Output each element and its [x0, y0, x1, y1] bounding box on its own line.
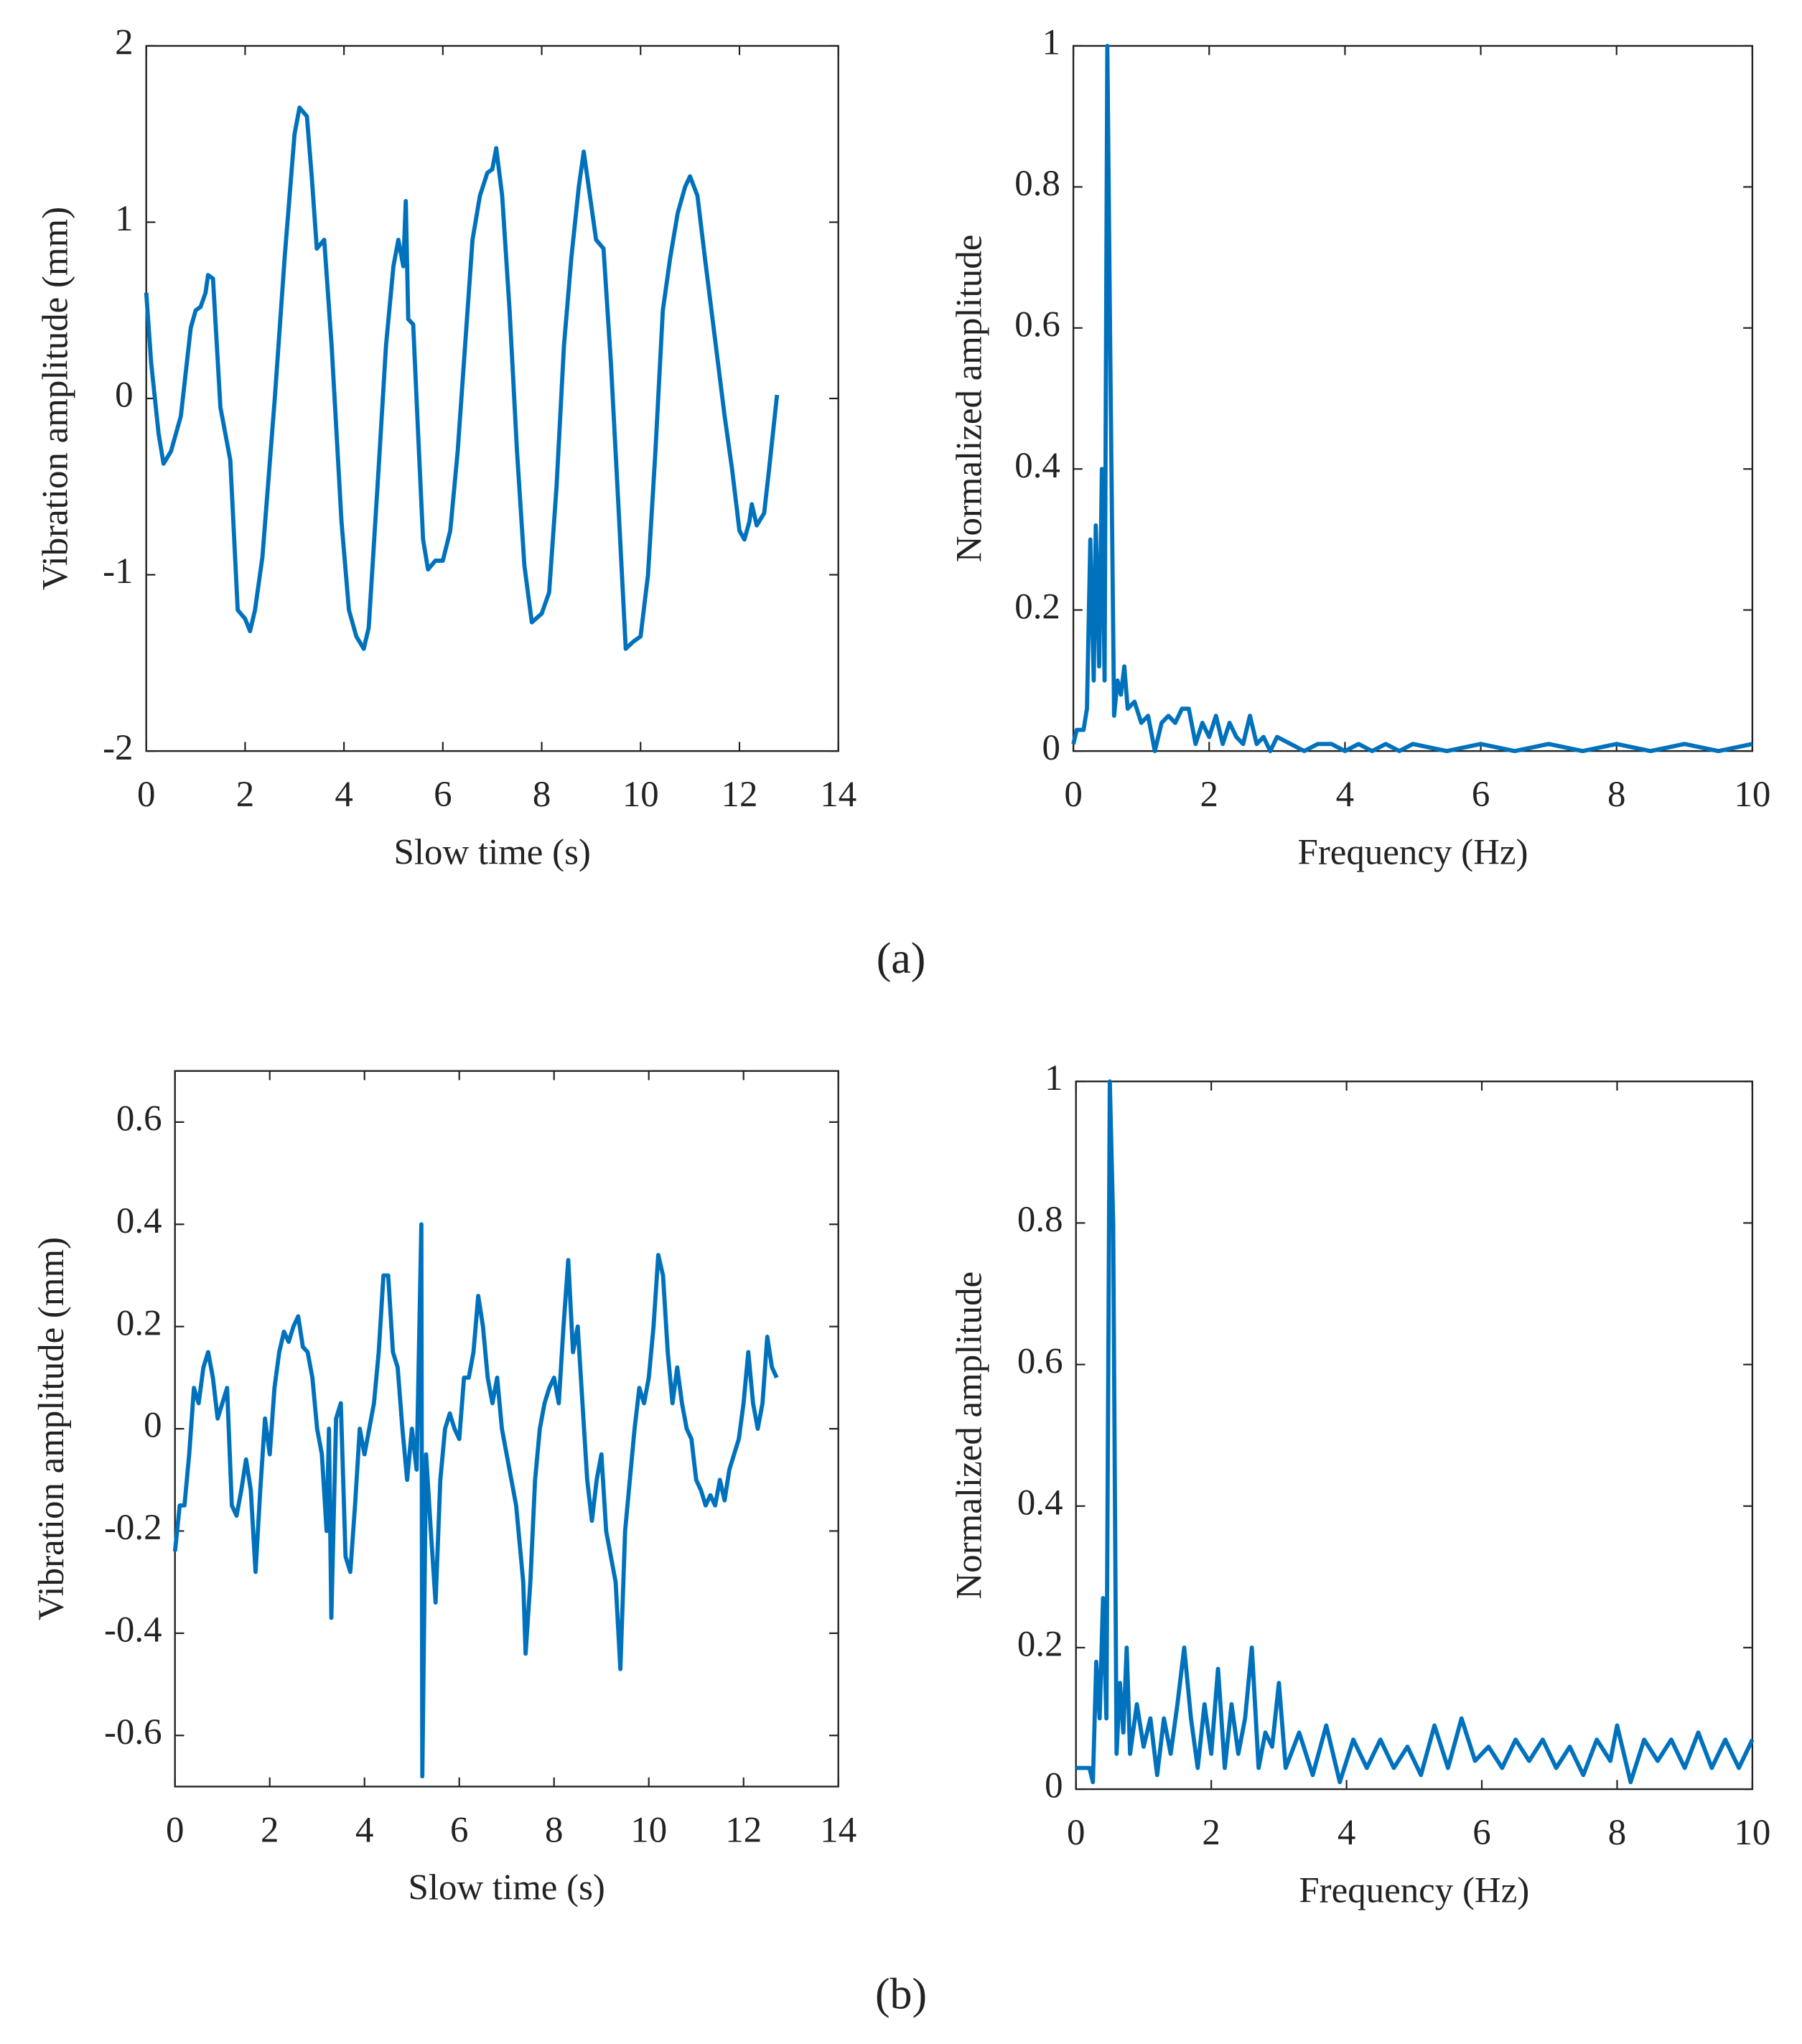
y-tick-label: 1 — [115, 199, 133, 239]
x-tick-label: 6 — [450, 1811, 468, 1851]
y-tick-label: 0.6 — [1017, 1341, 1063, 1381]
x-tick-label: 6 — [1472, 1813, 1490, 1853]
y-axis-label: Vibration amplitude (mm) — [32, 1237, 72, 1620]
x-tick-label: 2 — [1200, 775, 1218, 815]
y-tick-label: 0.4 — [116, 1201, 162, 1241]
y-axis-label: Vibration amplitude (mm) — [36, 207, 76, 590]
x-tick-label: 0 — [1064, 775, 1082, 815]
x-tick-label: 12 — [725, 1811, 762, 1851]
data-line — [1075, 1079, 1755, 1785]
x-axis-label: Frequency (Hz) — [1299, 1870, 1529, 1910]
y-tick-label: 0.6 — [1014, 304, 1060, 345]
plot-box — [1072, 45, 1754, 752]
x-tick-label: 8 — [1608, 1813, 1626, 1853]
y-tick-label: 0 — [1045, 1766, 1063, 1806]
x-tick-label: 10 — [1734, 1813, 1770, 1853]
x-tick-label: 6 — [434, 775, 452, 815]
x-tick-label: 14 — [820, 775, 856, 815]
x-tick-label: 12 — [722, 775, 758, 815]
x-tick-label: 8 — [533, 775, 551, 815]
x-tick-label: 4 — [1336, 775, 1354, 815]
y-tick-label: 0.2 — [1017, 1625, 1063, 1665]
data-line — [172, 1222, 779, 1779]
data-line — [1071, 44, 1753, 754]
y-axis-label: Normalized amplitude — [950, 235, 990, 563]
x-tick-label: 10 — [630, 1811, 667, 1851]
x-axis-label: Frequency (Hz) — [1298, 832, 1528, 872]
y-tick-label: 0 — [115, 375, 133, 416]
x-tick-label: 10 — [1734, 775, 1770, 815]
y-axis-label: Normalized amplitude — [950, 1271, 990, 1600]
x-axis-label: Slow time (s) — [409, 1868, 605, 1908]
x-tick-label: 4 — [1338, 1813, 1355, 1853]
x-tick-label: 2 — [261, 1811, 279, 1851]
y-tick-label: 0.4 — [1017, 1483, 1063, 1523]
y-tick-label: -0.6 — [104, 1712, 162, 1753]
y-tick-label: -1 — [103, 551, 133, 592]
x-tick-label: 8 — [1607, 775, 1625, 815]
x-tick-label: 14 — [820, 1811, 856, 1851]
y-tick-label: -2 — [103, 728, 133, 768]
y-tick-label: -0.4 — [104, 1610, 162, 1651]
x-tick-label: 4 — [355, 1811, 373, 1851]
x-tick-label: 2 — [1202, 1813, 1220, 1853]
y-tick-label: 0.4 — [1014, 446, 1060, 486]
x-tick-label: 4 — [335, 775, 353, 815]
x-tick-label: 2 — [236, 775, 254, 815]
y-tick-label: 1 — [1042, 23, 1060, 63]
y-tick-label: 2 — [115, 23, 133, 63]
plot-box — [1075, 1081, 1754, 1791]
y-tick-label: 0 — [1042, 728, 1060, 768]
x-tick-label: 0 — [1067, 1813, 1085, 1853]
x-axis-label: Slow time (s) — [394, 832, 591, 872]
data-line — [144, 105, 780, 651]
x-tick-label: 6 — [1472, 775, 1490, 815]
y-tick-label: -0.2 — [104, 1508, 162, 1548]
y-tick-label: 0 — [144, 1406, 162, 1446]
y-tick-label: 0.8 — [1017, 1200, 1063, 1240]
plot-box — [145, 45, 839, 752]
y-tick-label: 1 — [1045, 1058, 1063, 1098]
y-tick-label: 0.2 — [116, 1303, 162, 1343]
panel-caption: (a) — [877, 934, 926, 983]
y-tick-label: 0.8 — [1014, 164, 1060, 204]
x-tick-label: 0 — [166, 1811, 184, 1851]
y-tick-label: 0.6 — [116, 1099, 162, 1139]
x-tick-label: 0 — [137, 775, 155, 815]
x-tick-label: 8 — [545, 1811, 563, 1851]
panel-caption: (b) — [875, 1969, 927, 2018]
x-tick-label: 10 — [622, 775, 659, 815]
y-tick-label: 0.2 — [1014, 587, 1060, 627]
